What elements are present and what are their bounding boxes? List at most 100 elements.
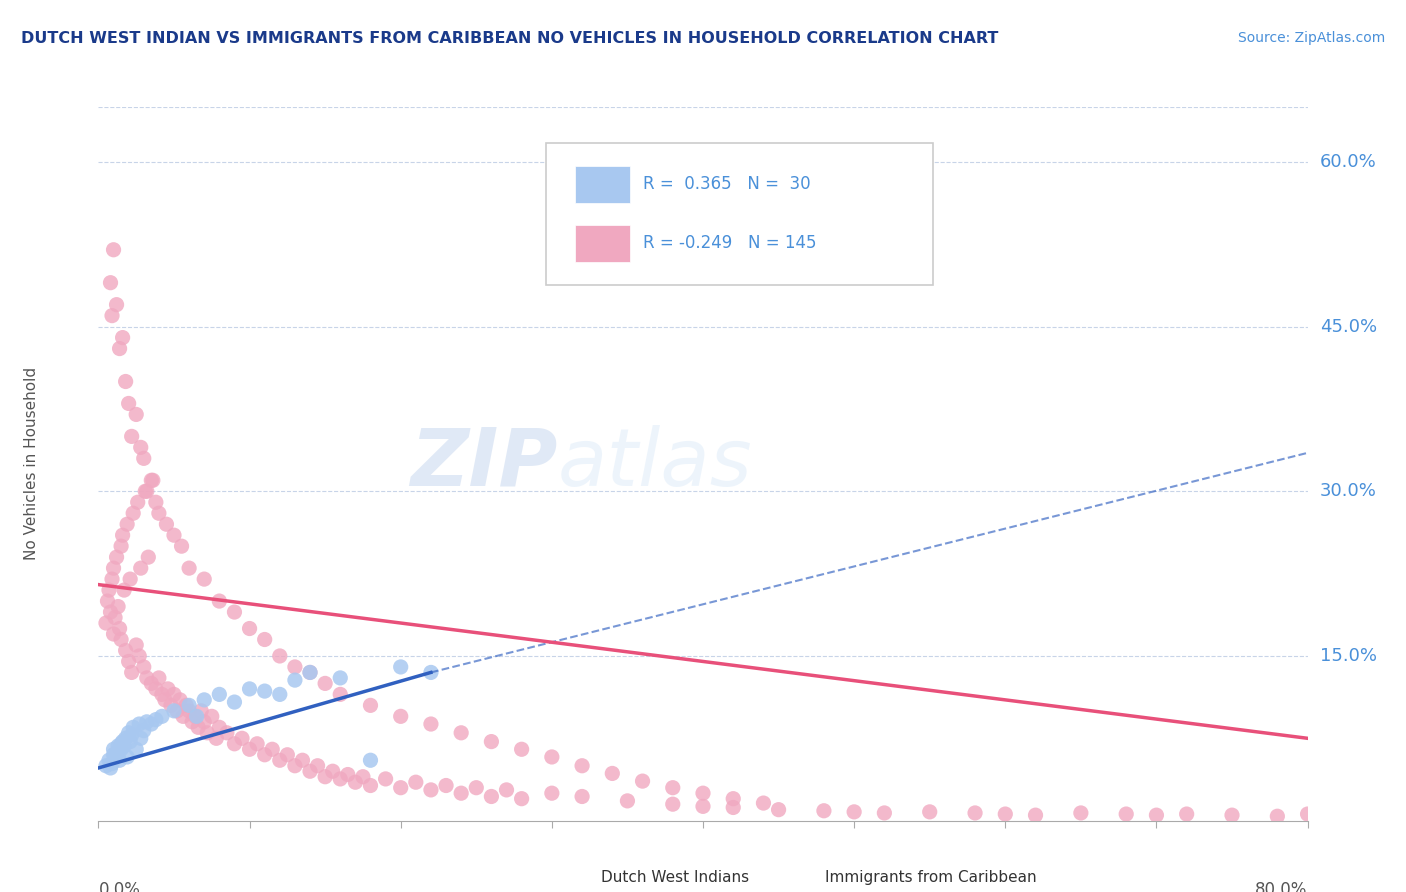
Point: [105, 550, 128, 565]
Point: [181, 714, 204, 729]
Point: [141, 717, 163, 731]
Point: [224, 737, 246, 751]
Point: [571, 789, 593, 804]
Point: [156, 681, 179, 696]
Point: [177, 561, 201, 575]
Point: [128, 648, 150, 663]
Point: [1144, 808, 1167, 822]
Point: [170, 539, 193, 553]
Point: [193, 714, 215, 729]
Point: [129, 441, 152, 455]
Point: [336, 767, 359, 781]
Point: [360, 779, 382, 793]
Point: [101, 756, 124, 771]
Point: [616, 794, 638, 808]
Point: [121, 429, 143, 443]
Point: [215, 726, 238, 740]
Point: [1220, 808, 1243, 822]
Point: [844, 805, 866, 819]
Point: [135, 671, 157, 685]
Point: [135, 484, 157, 499]
Point: [269, 648, 291, 663]
Text: ZIP: ZIP: [411, 425, 558, 503]
Point: [115, 517, 138, 532]
Point: [141, 473, 163, 487]
Point: [114, 731, 136, 746]
Point: [299, 764, 322, 779]
Point: [111, 330, 134, 344]
Point: [187, 720, 209, 734]
Point: [329, 772, 352, 786]
Point: [121, 665, 143, 680]
Point: [145, 713, 167, 727]
Point: [405, 775, 427, 789]
Point: [101, 309, 124, 323]
Text: 80.0%: 80.0%: [1256, 881, 1308, 892]
Point: [104, 610, 127, 624]
Point: [284, 758, 307, 772]
Point: [510, 791, 533, 805]
Point: [114, 375, 136, 389]
Point: [193, 572, 215, 586]
Point: [510, 742, 533, 756]
Point: [1070, 805, 1092, 820]
Point: [107, 599, 129, 614]
Point: [269, 687, 291, 701]
FancyBboxPatch shape: [779, 865, 820, 889]
Point: [105, 298, 128, 312]
Point: [1115, 807, 1137, 822]
Point: [419, 665, 441, 680]
Point: [329, 671, 352, 685]
Point: [174, 698, 197, 713]
Point: [540, 786, 562, 800]
Point: [115, 750, 138, 764]
Point: [631, 774, 654, 789]
Point: [103, 747, 125, 762]
Point: [299, 665, 322, 680]
Point: [291, 753, 314, 767]
Point: [129, 731, 152, 746]
Point: [352, 770, 374, 784]
Point: [136, 550, 159, 565]
Point: [692, 799, 714, 814]
Point: [118, 655, 141, 669]
Point: [132, 660, 155, 674]
FancyBboxPatch shape: [546, 143, 932, 285]
Point: [111, 734, 134, 748]
FancyBboxPatch shape: [575, 225, 630, 262]
Point: [100, 761, 122, 775]
Point: [253, 747, 276, 762]
Point: [127, 495, 149, 509]
Point: [150, 687, 173, 701]
Point: [184, 709, 207, 723]
Point: [121, 728, 143, 742]
Point: [314, 770, 336, 784]
Point: [108, 342, 131, 356]
Text: 60.0%: 60.0%: [1320, 153, 1376, 171]
Point: [125, 638, 148, 652]
Point: [98, 583, 121, 598]
Point: [103, 627, 125, 641]
Point: [201, 709, 224, 723]
Point: [193, 693, 215, 707]
Point: [1024, 808, 1046, 822]
Point: [205, 731, 228, 746]
Text: Immigrants from Caribbean: Immigrants from Caribbean: [825, 870, 1036, 885]
Point: [224, 605, 246, 619]
Point: [276, 747, 298, 762]
Text: No Vehicles in Household: No Vehicles in Household: [24, 368, 39, 560]
Point: [135, 714, 157, 729]
Point: [208, 720, 231, 734]
Point: [450, 786, 472, 800]
Point: [132, 723, 155, 738]
Point: [177, 698, 201, 713]
Point: [813, 804, 835, 818]
Point: [721, 800, 744, 814]
Point: [128, 717, 150, 731]
Point: [177, 704, 201, 718]
Point: [246, 737, 269, 751]
Point: [314, 676, 336, 690]
Point: [329, 687, 352, 701]
Point: [994, 807, 1017, 822]
Point: [873, 805, 896, 820]
